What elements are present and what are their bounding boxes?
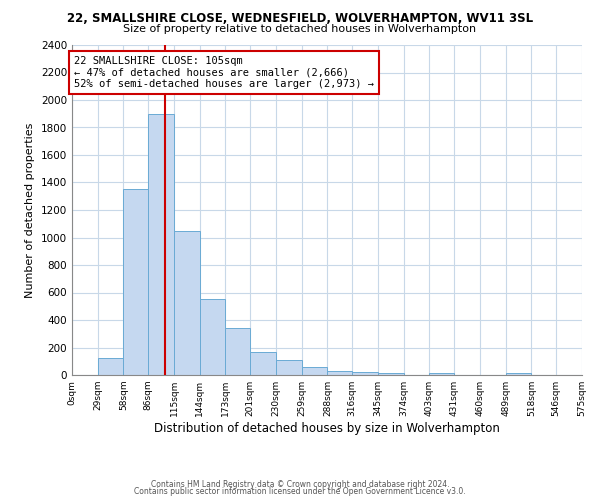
Bar — [276, 360, 302, 375]
Text: Contains public sector information licensed under the Open Government Licence v3: Contains public sector information licen… — [134, 487, 466, 496]
Bar — [328, 371, 352, 375]
Bar — [352, 372, 378, 375]
Bar — [174, 230, 200, 375]
Text: 22 SMALLSHIRE CLOSE: 105sqm
← 47% of detached houses are smaller (2,666)
52% of : 22 SMALLSHIRE CLOSE: 105sqm ← 47% of det… — [74, 56, 374, 89]
Bar — [302, 367, 328, 375]
Bar — [98, 358, 124, 375]
Bar — [430, 373, 454, 375]
Text: Contains HM Land Registry data © Crown copyright and database right 2024.: Contains HM Land Registry data © Crown c… — [151, 480, 449, 489]
Bar — [148, 114, 174, 375]
Text: 22, SMALLSHIRE CLOSE, WEDNESFIELD, WOLVERHAMPTON, WV11 3SL: 22, SMALLSHIRE CLOSE, WEDNESFIELD, WOLVE… — [67, 12, 533, 26]
Bar — [250, 352, 276, 375]
Bar — [200, 300, 226, 375]
Y-axis label: Number of detached properties: Number of detached properties — [25, 122, 35, 298]
Bar — [506, 373, 532, 375]
X-axis label: Distribution of detached houses by size in Wolverhampton: Distribution of detached houses by size … — [154, 422, 500, 435]
Bar — [124, 190, 148, 375]
Text: Size of property relative to detached houses in Wolverhampton: Size of property relative to detached ho… — [124, 24, 476, 34]
Bar — [226, 328, 250, 375]
Bar — [378, 373, 404, 375]
